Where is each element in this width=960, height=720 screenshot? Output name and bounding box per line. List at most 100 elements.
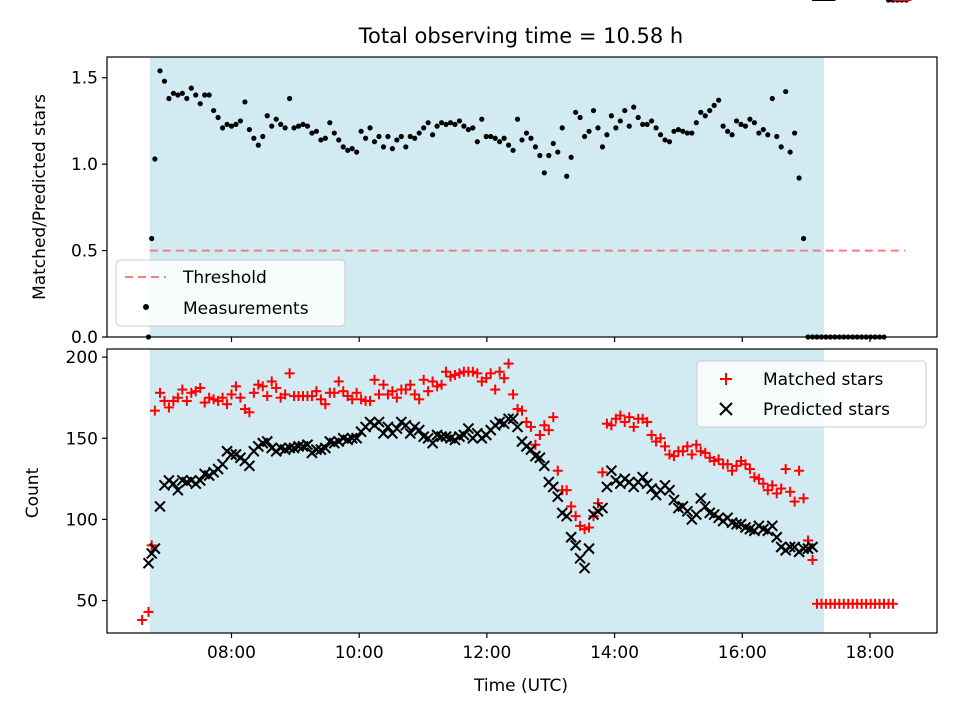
predicted-point bbox=[601, 481, 613, 493]
predicted-point bbox=[797, 542, 810, 555]
measurement-point bbox=[362, 135, 369, 141]
matched-point bbox=[517, 405, 527, 416]
matched-point bbox=[780, 464, 791, 475]
measurement-point bbox=[233, 121, 239, 128]
matched-point bbox=[266, 376, 277, 387]
figure-title: Total observing time = 10.58 h bbox=[358, 24, 683, 48]
measurement-point bbox=[345, 147, 351, 153]
matched-point bbox=[691, 439, 702, 450]
measurement-point bbox=[671, 128, 677, 134]
matched-point bbox=[329, 387, 340, 398]
predicted-point bbox=[766, 520, 778, 532]
predicted-point bbox=[391, 422, 403, 435]
predicted-point bbox=[681, 505, 694, 517]
matched-point bbox=[137, 615, 148, 626]
measurement-point bbox=[322, 135, 328, 141]
predicted-point bbox=[565, 531, 577, 543]
predicted-point bbox=[404, 427, 416, 440]
matched-point bbox=[373, 389, 384, 400]
measurement-point bbox=[528, 135, 534, 141]
measurement-point bbox=[295, 123, 302, 129]
measurement-point bbox=[309, 130, 315, 136]
matched-point bbox=[887, 598, 898, 609]
predicted-point bbox=[806, 541, 819, 553]
predicted-point bbox=[596, 502, 609, 514]
measurement-point bbox=[885, 0, 892, 3]
measurement-point bbox=[479, 116, 485, 122]
matched-point bbox=[615, 410, 626, 421]
measurement-point bbox=[546, 152, 552, 159]
measurement-point bbox=[769, 95, 775, 102]
predicted-point bbox=[458, 429, 470, 441]
measurement-point bbox=[461, 123, 467, 129]
predicted-point bbox=[690, 508, 703, 521]
ratio-panel: 0.0 0.5 1.0 1.5 Matched/Predicted stars Thr… bbox=[30, 0, 938, 348]
matched-point bbox=[163, 402, 174, 413]
measurement-point bbox=[747, 116, 753, 122]
measurement-point bbox=[349, 146, 355, 152]
matched-point bbox=[445, 371, 456, 382]
matched-point bbox=[418, 374, 429, 385]
matched-point bbox=[539, 420, 550, 431]
predicted-point bbox=[346, 432, 358, 444]
matched-point bbox=[262, 391, 273, 402]
matched-point bbox=[172, 392, 183, 403]
matched-point bbox=[391, 392, 402, 403]
matched-point bbox=[512, 404, 523, 415]
matched-point bbox=[481, 373, 492, 384]
measurement-point bbox=[385, 133, 391, 140]
measurement-point bbox=[434, 123, 440, 129]
measurement-point bbox=[251, 135, 257, 141]
measurement-point bbox=[152, 156, 158, 162]
measurement-point bbox=[662, 137, 668, 143]
matched-point bbox=[248, 387, 259, 398]
matched-point bbox=[143, 606, 154, 617]
measurement-point bbox=[666, 139, 673, 145]
measurement-point bbox=[188, 85, 194, 91]
measurement-point bbox=[430, 132, 436, 138]
measurement-point bbox=[796, 175, 802, 181]
matched-point bbox=[682, 441, 693, 452]
matched-point bbox=[494, 366, 505, 377]
matched-point bbox=[154, 387, 165, 398]
predicted-point bbox=[525, 443, 537, 456]
matched-point bbox=[628, 421, 639, 432]
matched-point bbox=[414, 394, 425, 405]
matched-point bbox=[561, 485, 572, 496]
measurement-point bbox=[497, 139, 503, 145]
measurement-point bbox=[237, 118, 244, 124]
measurement-point bbox=[555, 149, 561, 155]
measurement-point bbox=[519, 137, 525, 143]
measurement-point bbox=[202, 92, 208, 98]
legend-matched-label: Matched stars bbox=[763, 370, 883, 390]
predicted-point bbox=[216, 458, 229, 470]
matched-point bbox=[776, 483, 787, 494]
predicted-point bbox=[663, 484, 676, 496]
measurement-point bbox=[751, 120, 758, 126]
measurement-point bbox=[742, 123, 749, 129]
matched-point bbox=[235, 392, 246, 403]
matched-point bbox=[409, 389, 420, 400]
matched-point bbox=[230, 381, 241, 392]
matched-point bbox=[677, 446, 688, 457]
ratio-y-axis-label: Matched/Predicted stars bbox=[30, 94, 50, 300]
measurement-point bbox=[447, 120, 454, 126]
measurement-point bbox=[161, 78, 168, 84]
matched-point bbox=[217, 392, 228, 403]
measurement-point bbox=[568, 154, 574, 160]
measurement-point bbox=[211, 107, 217, 114]
matched-point bbox=[454, 368, 465, 379]
matched-point bbox=[767, 480, 778, 491]
matched-point bbox=[449, 369, 460, 380]
measurement-point bbox=[604, 132, 610, 138]
measurement-point bbox=[327, 120, 333, 126]
matched-point bbox=[700, 447, 711, 458]
measurement-point bbox=[707, 107, 713, 114]
measurement-point bbox=[421, 125, 427, 131]
predicted-point bbox=[730, 518, 743, 530]
measurement-point bbox=[532, 144, 539, 150]
measurement-point bbox=[287, 95, 293, 102]
matched-point bbox=[257, 381, 268, 392]
matched-point bbox=[387, 386, 398, 397]
measurement-point bbox=[657, 132, 664, 138]
